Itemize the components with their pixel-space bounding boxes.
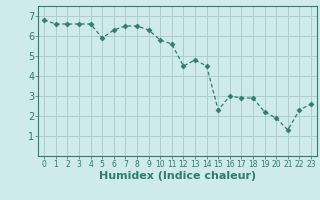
X-axis label: Humidex (Indice chaleur): Humidex (Indice chaleur) <box>99 171 256 181</box>
